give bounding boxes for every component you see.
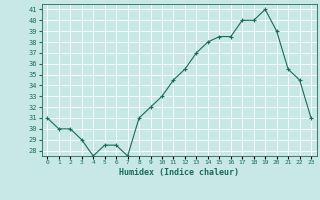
X-axis label: Humidex (Indice chaleur): Humidex (Indice chaleur) xyxy=(119,168,239,177)
